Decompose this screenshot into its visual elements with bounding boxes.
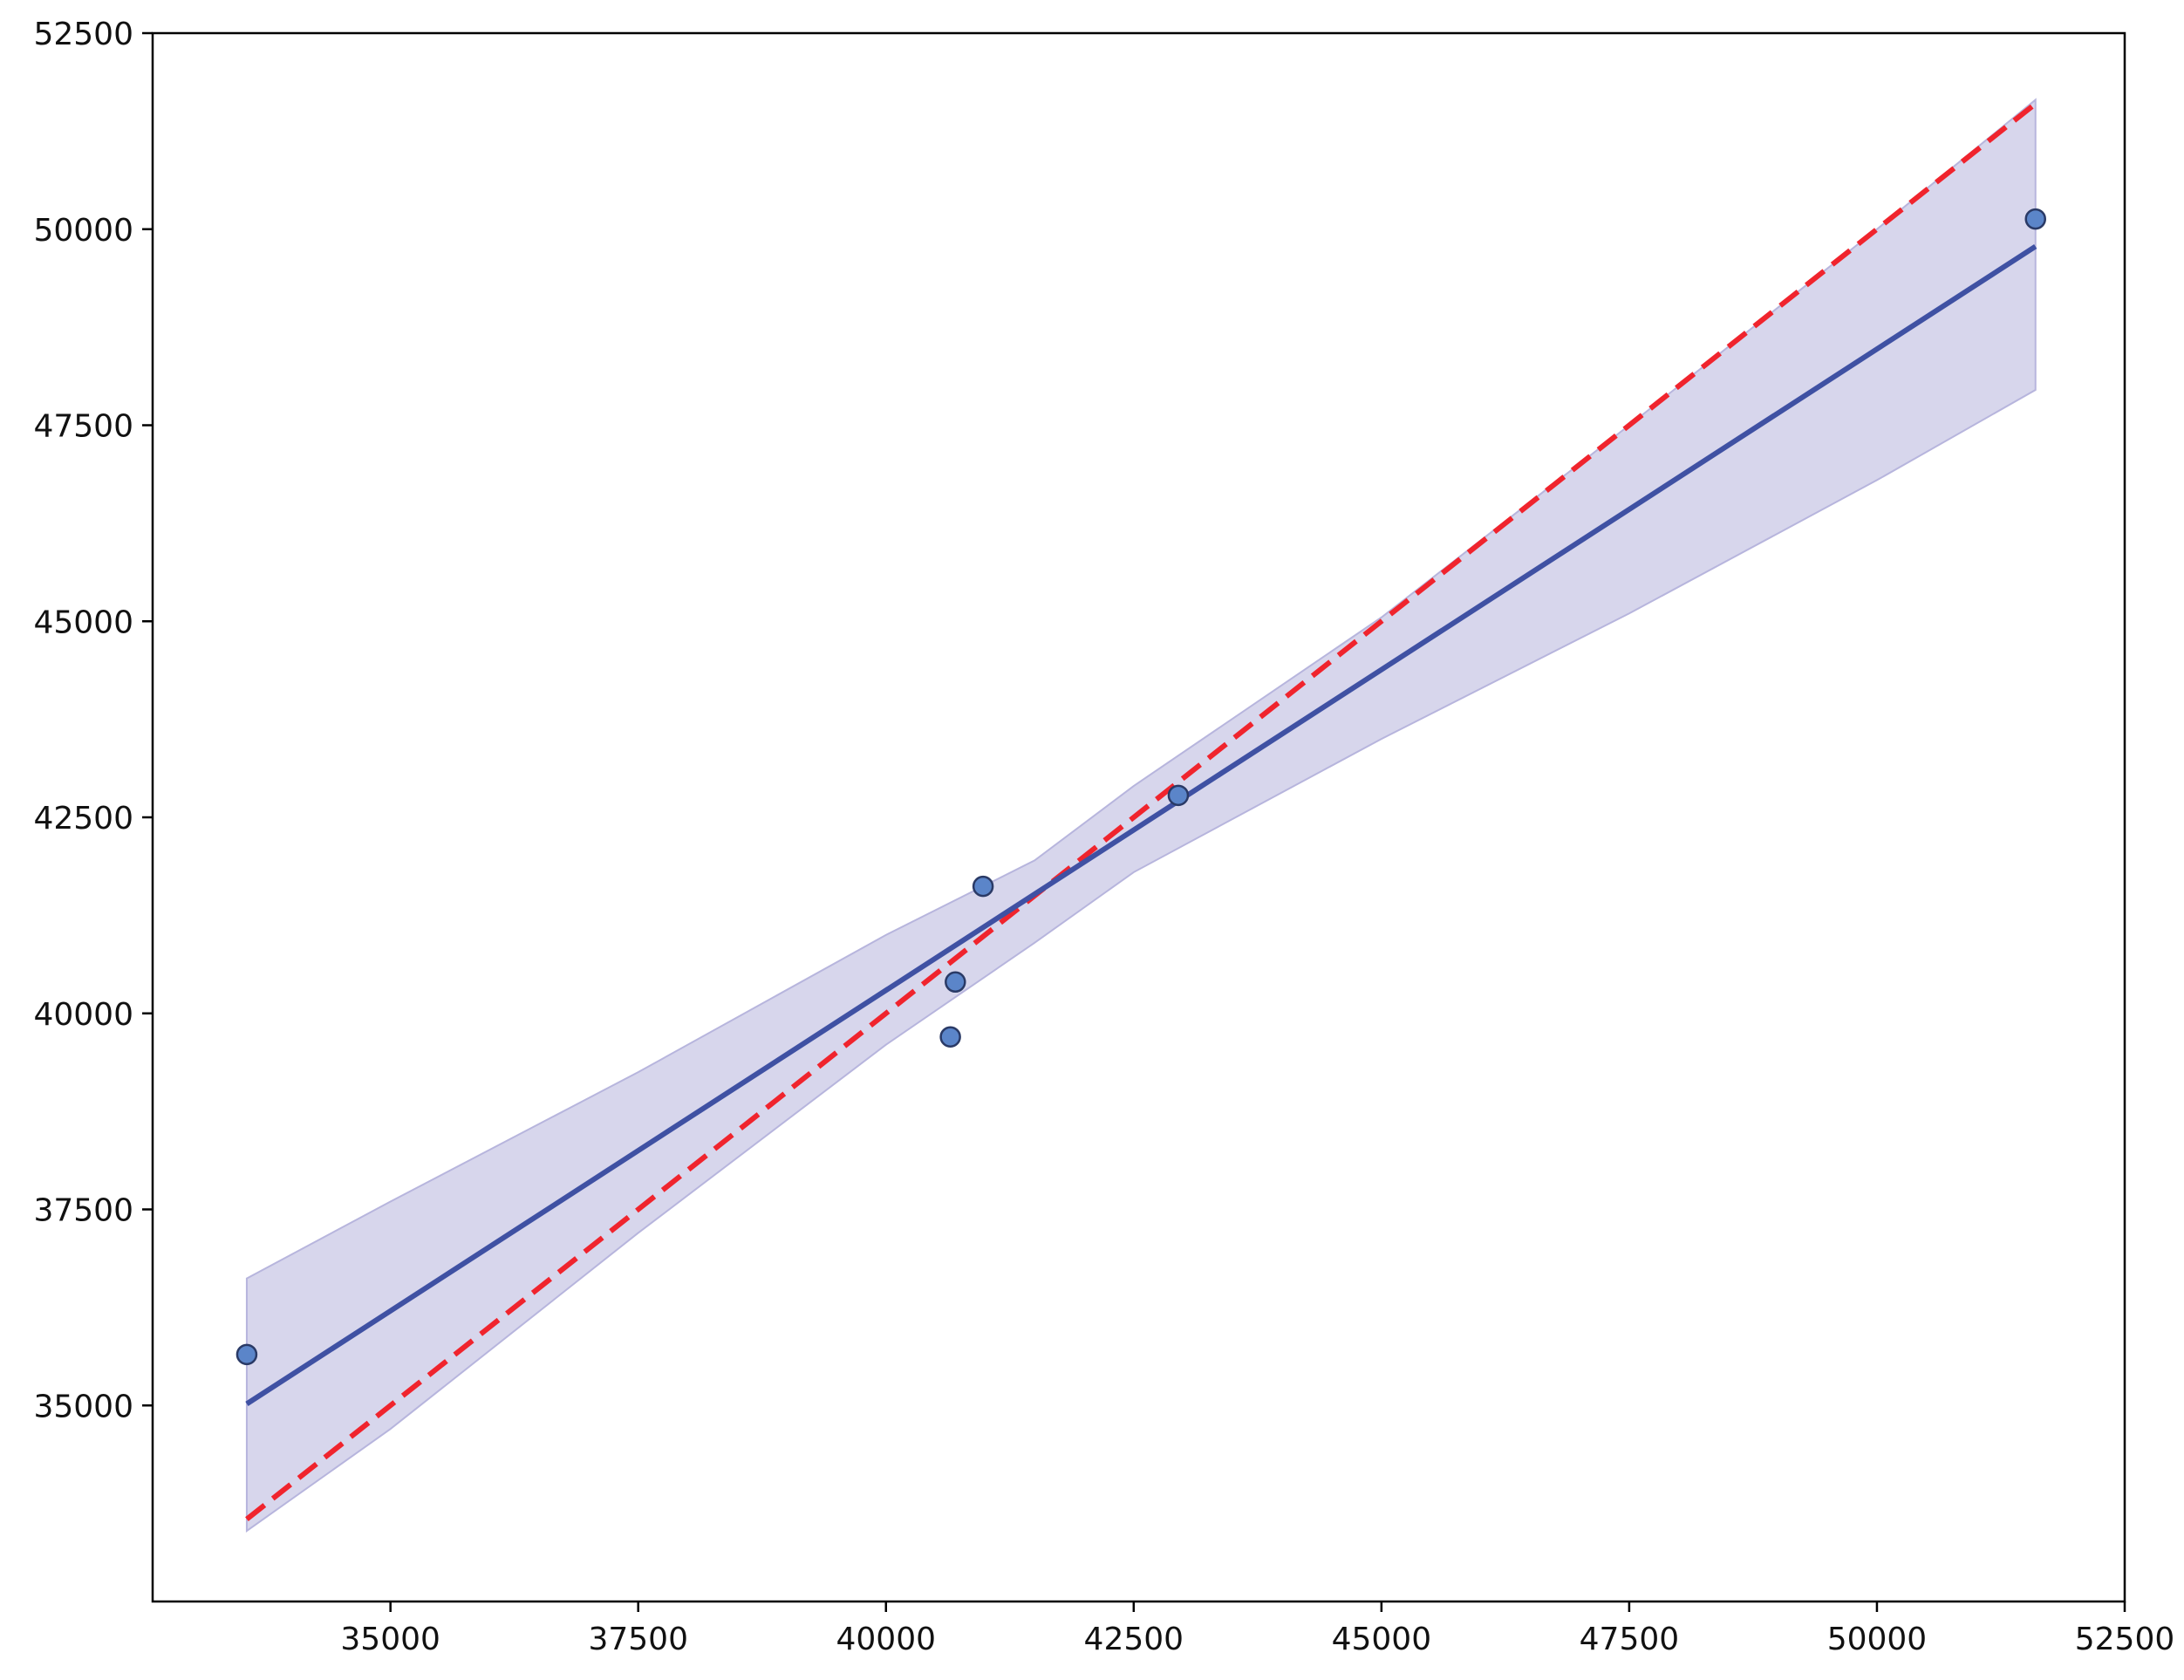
y-tick-label: 35000 bbox=[33, 1389, 133, 1424]
identity-line bbox=[245, 101, 2037, 1521]
x-tick-label: 35000 bbox=[340, 1622, 440, 1657]
y-tick-label: 47500 bbox=[33, 409, 133, 445]
data-point bbox=[2024, 208, 2046, 230]
y-tick-label: 42500 bbox=[33, 801, 133, 837]
data-point bbox=[235, 1343, 258, 1366]
data-point bbox=[972, 875, 994, 898]
y-tick-label: 45000 bbox=[33, 604, 133, 640]
y-tick-label: 50000 bbox=[33, 213, 133, 249]
x-tick-label: 37500 bbox=[588, 1622, 688, 1657]
regression-line bbox=[245, 244, 2037, 1406]
y-tick-label: 40000 bbox=[33, 997, 133, 1033]
data-point bbox=[945, 971, 966, 994]
y-tick-label: 52500 bbox=[33, 17, 133, 52]
x-tick-label: 42500 bbox=[1084, 1622, 1184, 1657]
x-axis: 35000 37500 40000 42500 45000 47500 50000 52500 bbox=[340, 1601, 2174, 1657]
data-point bbox=[939, 1026, 961, 1048]
y-tick-label: 37500 bbox=[33, 1193, 133, 1229]
x-tick-label: 52500 bbox=[2075, 1622, 2175, 1657]
line-layer bbox=[245, 101, 2037, 1521]
x-tick-label: 40000 bbox=[836, 1622, 937, 1657]
x-tick-label: 50000 bbox=[1827, 1622, 1928, 1657]
point-layer bbox=[235, 208, 2046, 1366]
data-point bbox=[1167, 784, 1190, 807]
y-axis: 35000 37500 40000 42500 45000 47500 50000 52500 bbox=[33, 17, 153, 1424]
x-tick-label: 47500 bbox=[1580, 1622, 1680, 1657]
x-tick-label: 45000 bbox=[1332, 1622, 1432, 1657]
